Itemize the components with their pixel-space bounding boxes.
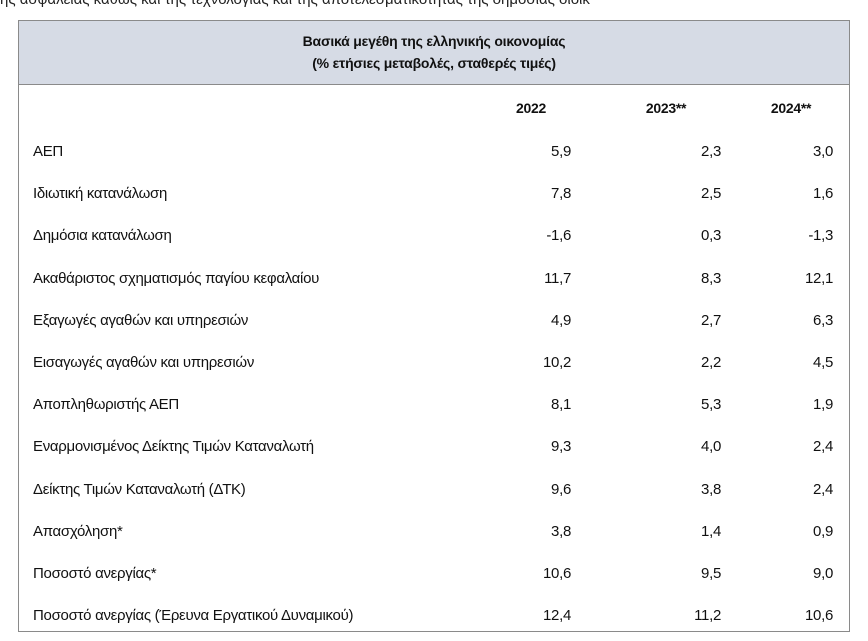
value-cell: 1,6 [813,185,833,203]
value-cell: 5,9 [551,143,571,160]
value-cell: 2,3 [701,143,721,160]
value-cell: 9,6 [551,480,571,498]
value-cell: 4,9 [551,311,571,329]
title-line: Βασικά μεγέθη της ελληνικής οικονομίας [302,33,566,49]
value-cell: 1,4 [701,522,721,540]
row-label: ΑΕΠ [33,143,63,160]
value-cell: 10,6 [543,565,571,582]
column-header: 2024** [770,100,812,116]
column-header: 2023** [645,100,687,116]
value-cell: 11,7 [544,269,571,287]
value-cell: 2,7 [701,311,721,329]
value-cell: 5,3 [701,396,721,414]
value-cell: 9,5 [701,565,721,582]
value-cell: 6,3 [813,311,833,329]
value-cell: 4,0 [701,438,721,456]
value-cell: 8,3 [701,269,721,287]
value-cell: 9,3 [551,438,571,456]
row-label: Εξαγωγές αγαθών και υπηρεσιών [33,311,249,329]
value-cell: -1,3 [808,227,833,245]
value-cell: 10,6 [805,607,833,625]
value-cell: 12,4 [543,607,571,625]
value-cell: 7,8 [551,185,571,203]
row-label: Δημόσια κατανάλωση [33,227,172,245]
value-cell: 8,1 [551,396,571,414]
value-cell: 1,9 [813,396,833,414]
value-cell: -1,6 [546,227,571,245]
value-cell: 3,8 [701,480,721,498]
value-cell: 2,4 [813,480,833,498]
value-cell: 4,5 [813,354,833,371]
row-label: Αποπληθωριστής ΑΕΠ [33,396,179,414]
value-cell: 12,1 [805,269,833,287]
value-cell: 2,2 [701,354,721,371]
table-header: Βασικά μεγέθη της ελληνικής οικονομίας (… [19,21,849,85]
value-cell: 10,2 [543,354,571,371]
value-cell: 9,0 [813,565,833,582]
row-label: Ιδιωτική κατανάλωση [33,185,168,203]
row-label: Ποσοστό ανεργίας (Έρευνα Εργατικού Δυναμ… [33,607,354,625]
column-header: 2022 [516,100,546,116]
row-label: Εισαγωγές αγαθών και υπηρεσιών [33,354,255,371]
value-cell: 2,4 [813,438,833,456]
value-cell: 11,2 [694,607,721,625]
value-cell: 2,5 [701,185,721,203]
value-cell: 0,9 [813,522,833,540]
cropped-text: ης ασφάλειας καθώς και της τεχνολογίας κ… [0,0,868,8]
row-label: Εναρμονισμένος Δείκτης Τιμών Καταναλωτή [33,438,314,456]
value-cell: 0,3 [701,227,721,245]
value-cell: 3,0 [813,143,833,160]
value-cell: 3,8 [551,522,571,540]
row-label: Απασχόληση* [33,522,123,540]
title-line: (% ετήσιες μεταβολές, σταθερές τιμές) [312,55,556,71]
table: Βασικά μεγέθη της ελληνικής οικονομίας (… [18,20,850,632]
row-label: Ποσοστό ανεργίας* [33,565,157,582]
row-label: Ακαθάριστος σχηματισμός παγίου κεφαλαίου [33,269,320,287]
row-label: Δείκτης Τιμών Καταναλωτή (ΔΤΚ) [33,480,246,498]
